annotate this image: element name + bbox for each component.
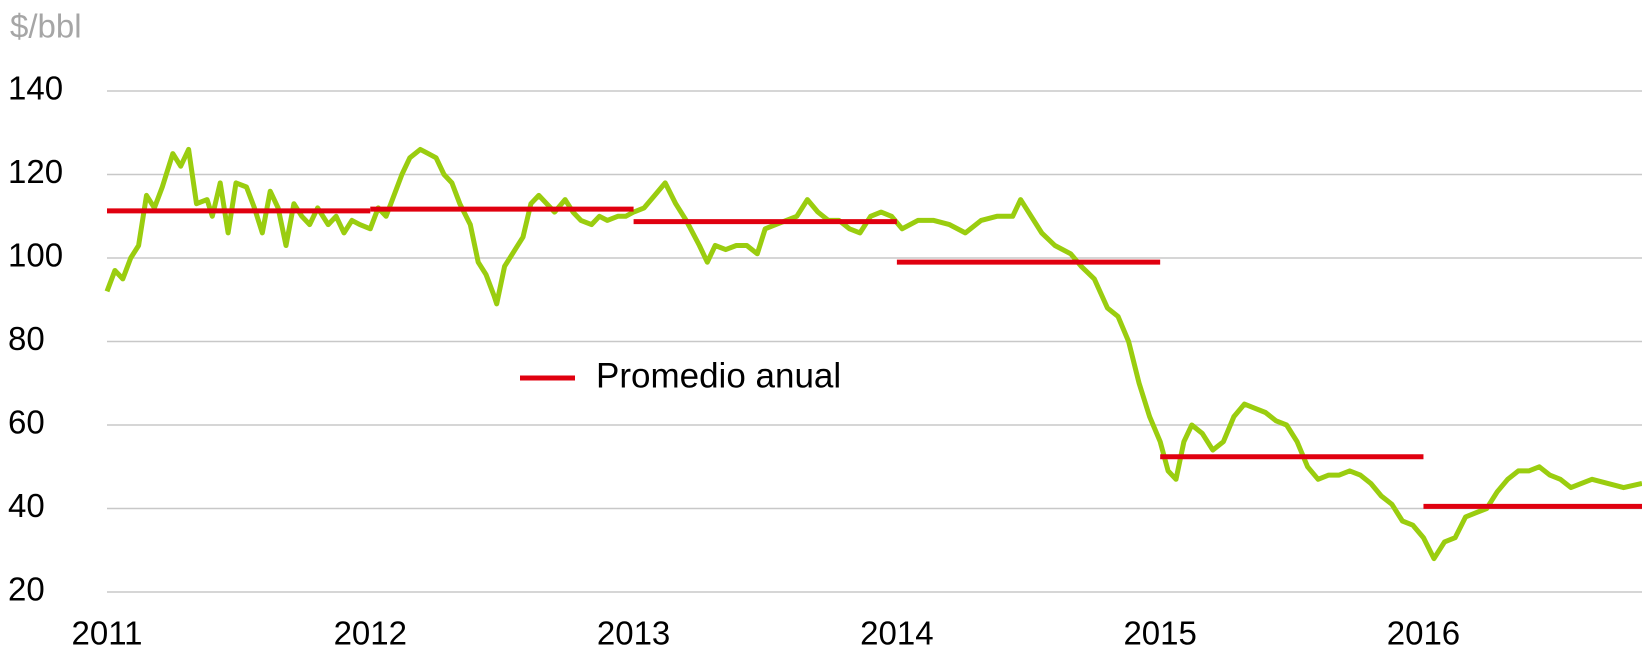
y-tick-label: 140 [8, 70, 63, 107]
x-tick-label: 2016 [1387, 615, 1460, 652]
y-tick-label: 40 [8, 487, 45, 524]
x-tick-label: 2014 [860, 615, 933, 652]
y-tick-label: 120 [8, 153, 63, 190]
y-tick-label: 60 [8, 404, 45, 441]
y-axis-label: $/bbl [10, 8, 82, 45]
x-tick-label: 2012 [334, 615, 407, 652]
y-tick-label: 100 [8, 237, 63, 274]
y-tick-label: 80 [8, 320, 45, 357]
y-tick-label: 20 [8, 571, 45, 608]
x-tick-label: 2013 [597, 615, 670, 652]
legend-label: Promedio anual [596, 356, 841, 395]
x-tick-label: 2011 [72, 615, 143, 652]
x-tick-label: 2015 [1123, 615, 1196, 652]
